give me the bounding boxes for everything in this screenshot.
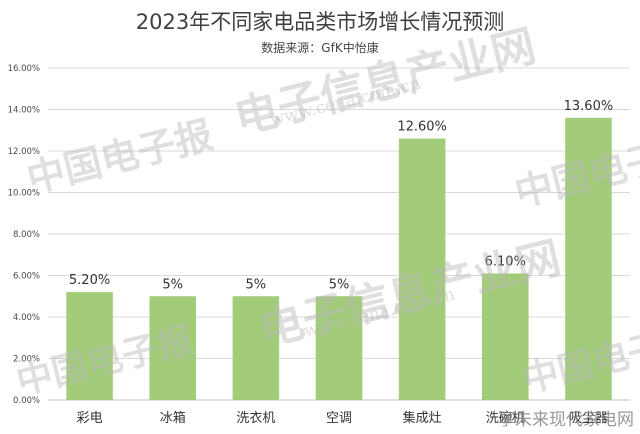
- data-label: 5%: [162, 277, 183, 292]
- bar: [398, 138, 446, 401]
- category-label: 洗碗机: [486, 410, 525, 426]
- y-tick-label: 8.00%: [13, 230, 40, 240]
- chart-subtitle: 数据来源：GfK中怡康: [261, 41, 379, 55]
- y-tick-label: 6.00%: [13, 272, 40, 282]
- bar: [149, 296, 196, 400]
- bar: [565, 117, 612, 401]
- y-tick-label: 2.00%: [13, 355, 40, 365]
- data-label: 6.10%: [485, 254, 526, 269]
- y-tick-label: 0.00%: [13, 396, 40, 406]
- category-label: 空调: [326, 411, 352, 426]
- category-label: 彩电: [77, 411, 103, 426]
- category-label: 集成灶: [403, 410, 442, 426]
- category-label: 冰箱: [160, 410, 186, 426]
- bar: [66, 292, 113, 400]
- y-tick-label: 10.00%: [8, 189, 40, 199]
- data-label: 5%: [329, 277, 350, 292]
- category-label: 吸尘器: [569, 411, 608, 426]
- data-label: 12.60%: [397, 120, 447, 135]
- footer-watermark: 享未来现代家电网: [498, 410, 634, 430]
- y-tick-label: 12.00%: [8, 147, 40, 157]
- data-label: 5.20%: [69, 273, 110, 288]
- bar: [315, 296, 363, 400]
- bar: [482, 273, 529, 400]
- chart-title: 2023年不同家电品类市场增长情况预测: [135, 10, 505, 34]
- data-label: 13.60%: [564, 99, 614, 114]
- data-label: 5%: [246, 277, 267, 292]
- y-tick-label: 4.00%: [13, 313, 40, 323]
- y-tick-label: 16.00%: [8, 64, 40, 74]
- y-tick-label: 14.00%: [8, 106, 40, 116]
- category-label: 洗衣机: [236, 410, 275, 426]
- bar: [232, 296, 280, 400]
